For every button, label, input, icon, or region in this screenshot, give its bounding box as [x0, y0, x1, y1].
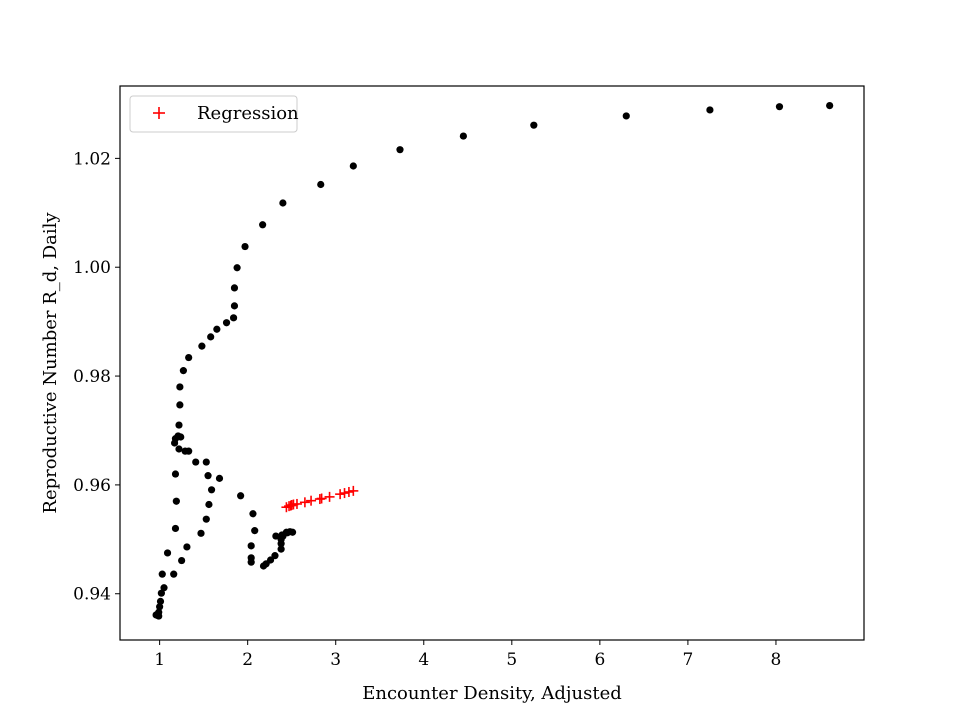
data-point: [172, 497, 180, 505]
data-point: [192, 458, 200, 466]
data-point: [176, 401, 184, 409]
x-tick-label: 8: [771, 650, 782, 670]
data-point: [222, 319, 231, 327]
data-point: [171, 524, 180, 533]
data-point: [207, 486, 216, 494]
data-point: [176, 383, 184, 391]
data-point: [272, 532, 280, 540]
data-point: [185, 353, 193, 362]
data-point: [278, 531, 286, 539]
y-tick-label: 0.96: [73, 476, 111, 496]
data-point: [175, 421, 183, 429]
data-point: [706, 106, 714, 114]
data-point: [207, 333, 215, 341]
regression-point: [335, 489, 346, 500]
x-tick-label: 6: [594, 650, 605, 670]
data-point: [349, 162, 357, 170]
data-point: [156, 603, 164, 611]
regression-point: [324, 491, 335, 502]
data-point: [241, 242, 249, 251]
data-point: [826, 101, 834, 110]
x-tick-label: 5: [506, 650, 517, 670]
data-point: [171, 470, 180, 478]
regression-point: [306, 495, 317, 506]
x-tick-label: 4: [418, 650, 429, 670]
data-point: [249, 510, 257, 518]
data-point: [230, 284, 239, 292]
data-point: [163, 549, 172, 557]
y-tick-label: 0.94: [73, 585, 111, 605]
data-point: [170, 439, 179, 447]
data-point: [288, 528, 297, 536]
data-point: [530, 121, 538, 129]
data-point: [178, 556, 186, 565]
data-point: [229, 314, 238, 322]
data-point: [230, 302, 239, 310]
legend-marker-regression: [153, 107, 165, 119]
regression-point: [316, 493, 327, 504]
x-tick-label: 2: [242, 650, 253, 670]
regression-point: [348, 485, 359, 496]
x-tick-label: 7: [682, 650, 693, 670]
data-point: [156, 597, 165, 605]
data-point: [175, 445, 183, 453]
x-tick-label: 1: [154, 650, 165, 670]
data-point: [247, 542, 255, 550]
legend-box: [129, 95, 298, 133]
data-point: [622, 112, 630, 120]
data-point: [158, 570, 166, 578]
data-point: [202, 458, 210, 466]
x-axis: 1 2 3 4 5 6 7 8: [154, 640, 781, 670]
y-tick-label: 1.00: [73, 258, 111, 278]
plot-area: [119, 85, 865, 641]
x-axis-title: Encounter Density, Adjusted: [362, 683, 622, 704]
y-tick-label: 0.98: [73, 367, 111, 387]
regression-point: [339, 488, 350, 499]
data-point: [279, 199, 287, 207]
data-point: [160, 584, 168, 592]
data-point: [170, 570, 178, 578]
x-tick-label: 3: [330, 650, 341, 670]
y-axis: 0.94 0.96 0.98 1.00 1.02: [73, 149, 120, 605]
legend-label-regression: Regression: [197, 103, 299, 124]
data-point: [775, 103, 784, 111]
data-point: [396, 146, 404, 154]
data-point: [233, 264, 241, 272]
data-point: [205, 500, 213, 509]
data-point: [204, 472, 212, 480]
regression-points: [281, 485, 359, 513]
data-point: [179, 367, 187, 375]
data-point: [157, 589, 165, 597]
data-point: [213, 325, 221, 333]
data-point: [197, 529, 205, 537]
data-point: [247, 558, 255, 566]
data-point: [271, 552, 279, 560]
regression-point: [299, 497, 310, 508]
data-point: [177, 433, 185, 441]
data-point: [459, 132, 467, 140]
data-point: [198, 342, 206, 350]
data-point: [277, 545, 285, 553]
legend: Regression: [129, 95, 299, 133]
data-point: [317, 180, 325, 189]
y-tick-label: 1.02: [73, 149, 111, 169]
data-point: [183, 543, 191, 551]
data-point: [259, 221, 267, 229]
regression-point: [291, 498, 302, 509]
regression-point: [343, 486, 354, 497]
data-point: [237, 492, 245, 500]
y-axis-title: Reproductive Number R_d, Daily: [40, 212, 61, 514]
data-point: [202, 515, 210, 523]
data-points: [152, 101, 834, 620]
data-point: [266, 556, 275, 564]
data-point: [155, 612, 163, 620]
data-point: [251, 527, 259, 535]
data-point: [181, 447, 189, 455]
data-point: [215, 474, 224, 482]
